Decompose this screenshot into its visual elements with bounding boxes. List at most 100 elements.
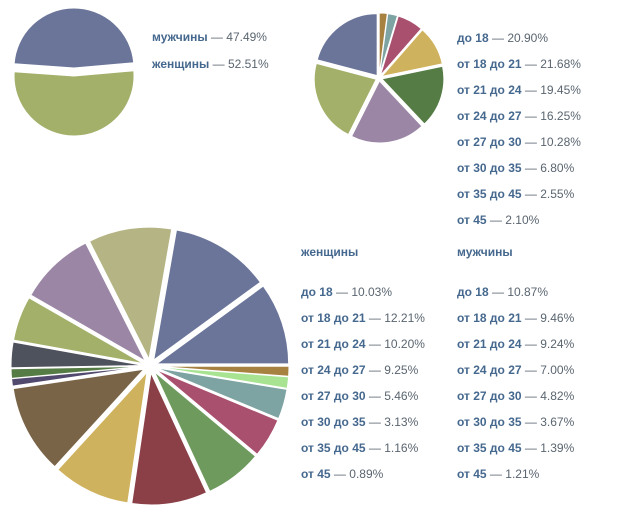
legend-item: от 27 до 30 — 10.28% — [457, 135, 581, 149]
age-pie-slice — [316, 13, 378, 77]
legend-dash: — — [332, 285, 352, 299]
legend-item: мужчины — 47.49% — [152, 30, 267, 44]
legend-label: от 18 до 21 — [457, 311, 522, 325]
legend-value: 10.03% — [351, 285, 393, 299]
legend-label: от 35 до 45 — [301, 441, 366, 455]
legend-value: 2.55% — [540, 187, 575, 201]
age-by-gender-pie-chart — [10, 226, 290, 506]
legend-item: от 30 до 35 — 6.80% — [457, 161, 574, 175]
legend-value: 9.46% — [540, 311, 575, 325]
legend-dash: — — [521, 187, 541, 201]
legend-value: 3.13% — [384, 415, 419, 429]
age-pie-chart — [313, 12, 445, 144]
age-by-gender-pie-slice — [88, 226, 173, 361]
legend-item: от 35 до 45 — 2.55% — [457, 187, 574, 201]
legend-value: 12.21% — [384, 311, 425, 325]
legend-dash: — — [365, 363, 385, 377]
age-by-gender-pie-slice — [156, 367, 288, 420]
men-series-heading: мужчины — [457, 245, 513, 259]
legend-label: до 18 — [301, 285, 333, 299]
legend-item: от 30 до 35 — 3.13% — [301, 415, 418, 429]
age-by-gender-pie-slice — [57, 370, 148, 504]
legend-dash: — — [207, 30, 227, 44]
legend-label: от 35 до 45 — [457, 187, 522, 201]
legend-dash: — — [521, 135, 541, 149]
legend-value: 1.21% — [505, 467, 540, 481]
legend-value: 4.82% — [540, 389, 575, 403]
legend-dash: — — [488, 31, 508, 45]
legend-dash: — — [365, 311, 385, 325]
legend-label: от 21 до 24 — [457, 83, 522, 97]
legend-label: от 24 до 27 — [457, 363, 522, 377]
legend-value: 21.68% — [540, 57, 581, 71]
legend-dash: — — [330, 467, 350, 481]
legend-item: от 45 — 0.89% — [301, 467, 383, 481]
legend-value: 52.51% — [227, 57, 269, 71]
legend-label: от 24 до 27 — [457, 109, 522, 123]
gender-pie-slice — [13, 7, 135, 69]
legend-value: 10.20% — [384, 337, 425, 351]
legend-dash: — — [521, 57, 541, 71]
legend-item: женщины — 52.51% — [152, 57, 269, 71]
age-pie-slice — [313, 62, 377, 136]
legend-dash: — — [209, 57, 228, 71]
legend-value: 5.46% — [384, 389, 419, 403]
legend-label: от 27 до 30 — [457, 389, 522, 403]
age-by-gender-pie-slice — [155, 369, 279, 456]
age-by-gender-pie-slice — [156, 365, 290, 377]
legend-label: от 24 до 27 — [301, 363, 366, 377]
legend-label: от 27 до 30 — [301, 389, 366, 403]
legend-item: до 18 — 20.90% — [457, 31, 548, 45]
legend-dash: — — [365, 415, 385, 429]
legend-value: 10.28% — [540, 135, 581, 149]
age-by-gender-pie-slice — [155, 285, 290, 365]
age-by-gender-pie-slice — [10, 341, 144, 369]
age-by-gender-pie-slice — [12, 297, 144, 365]
age-pie-slice — [380, 65, 445, 125]
legend-value: 20.90% — [507, 31, 549, 45]
legend-item: от 18 до 21 — 21.68% — [457, 57, 581, 71]
legend-dash: — — [521, 389, 541, 403]
legend-label: от 30 до 35 — [457, 161, 522, 175]
legend-item: от 21 до 24 — 19.45% — [457, 83, 581, 97]
legend-item: от 24 до 27 — 7.00% — [457, 363, 574, 377]
legend-label: от 18 до 21 — [301, 311, 366, 325]
legend-label: от 45 — [457, 213, 487, 227]
legend-item: до 18 — 10.03% — [301, 285, 392, 299]
legend-label: от 18 до 21 — [457, 57, 522, 71]
legend-value: 9.25% — [384, 363, 419, 377]
legend-dash: — — [521, 109, 541, 123]
legend-value: 2.10% — [505, 213, 540, 227]
legend-value: 47.49% — [226, 30, 267, 44]
legend-value: 19.45% — [540, 83, 581, 97]
legend-dash: — — [521, 161, 541, 175]
legend-item: от 18 до 21 — 9.46% — [457, 311, 574, 325]
legend-value: 9.24% — [540, 337, 575, 351]
legend-value: 1.39% — [540, 441, 575, 455]
age-by-gender-pie-slice — [131, 371, 208, 506]
legend-label: от 30 до 35 — [457, 415, 522, 429]
gender-pie-slice — [13, 70, 135, 137]
women-series-heading: женщины — [301, 245, 359, 259]
legend-dash: — — [521, 83, 541, 97]
legend-item: от 45 — 1.21% — [457, 467, 539, 481]
legend-dash: — — [365, 441, 385, 455]
legend-value: 16.25% — [540, 109, 581, 123]
legend-label: до 18 — [457, 285, 489, 299]
age-by-gender-pie-slice — [156, 366, 290, 389]
legend-dash: — — [521, 441, 541, 455]
age-by-gender-pie-slice — [153, 371, 257, 492]
legend-label: от 30 до 35 — [301, 415, 366, 429]
legend-item: от 18 до 21 — 12.21% — [301, 311, 425, 325]
legend-dash: — — [365, 389, 385, 403]
legend-item: до 18 — 10.87% — [457, 285, 548, 299]
legend-label: от 27 до 30 — [457, 135, 522, 149]
legend-value: 1.16% — [384, 441, 419, 455]
legend-item: от 30 до 35 — 3.67% — [457, 415, 574, 429]
legend-item: от 35 до 45 — 1.16% — [301, 441, 418, 455]
legend-label: от 45 — [457, 467, 487, 481]
legend-item: от 27 до 30 — 4.82% — [457, 389, 574, 403]
legend-label: от 21 до 24 — [301, 337, 366, 351]
legend-item: от 24 до 27 — 16.25% — [457, 109, 581, 123]
legend-label: от 35 до 45 — [457, 441, 522, 455]
